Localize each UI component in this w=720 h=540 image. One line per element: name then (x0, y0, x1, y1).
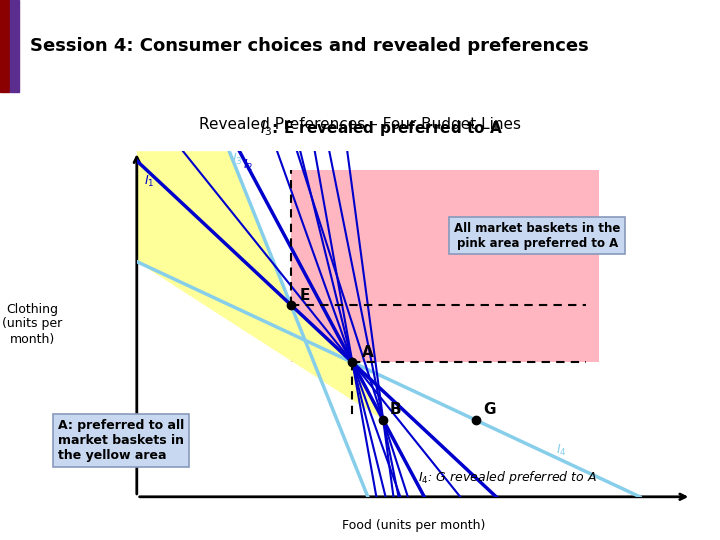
Polygon shape (137, 151, 383, 420)
Text: G: G (483, 402, 495, 417)
Text: A: preferred to all
market baskets in
the yellow area: A: preferred to all market baskets in th… (58, 418, 184, 462)
Text: A: A (361, 346, 374, 361)
Text: $I_4$: G revealed preferred to A: $I_4$: G revealed preferred to A (418, 469, 597, 487)
Text: B: B (390, 402, 401, 417)
Bar (10, 0, 19, 92)
Bar (0, 0, 9, 92)
Text: Revealed Preferences – Four Budget Lines: Revealed Preferences – Four Budget Lines (199, 117, 521, 132)
Text: Food (units per month): Food (units per month) (342, 519, 486, 532)
Text: E: E (300, 288, 310, 303)
Bar (291, 171, 599, 362)
Text: All market baskets in the
pink area preferred to A: All market baskets in the pink area pref… (454, 222, 621, 249)
Text: $I_3$: E revealed preferred to A: $I_3$: E revealed preferred to A (260, 119, 503, 138)
Text: $I_4$: $I_4$ (556, 443, 567, 458)
Text: Session 4: Consumer choices and revealed preferences: Session 4: Consumer choices and revealed… (30, 37, 589, 55)
Text: $I_1$: $I_1$ (144, 174, 155, 189)
Text: $I_2$: $I_2$ (243, 158, 253, 173)
Text: Clothing
(units per
month): Clothing (units per month) (2, 302, 62, 346)
Text: $I_3$: $I_3$ (233, 152, 243, 167)
